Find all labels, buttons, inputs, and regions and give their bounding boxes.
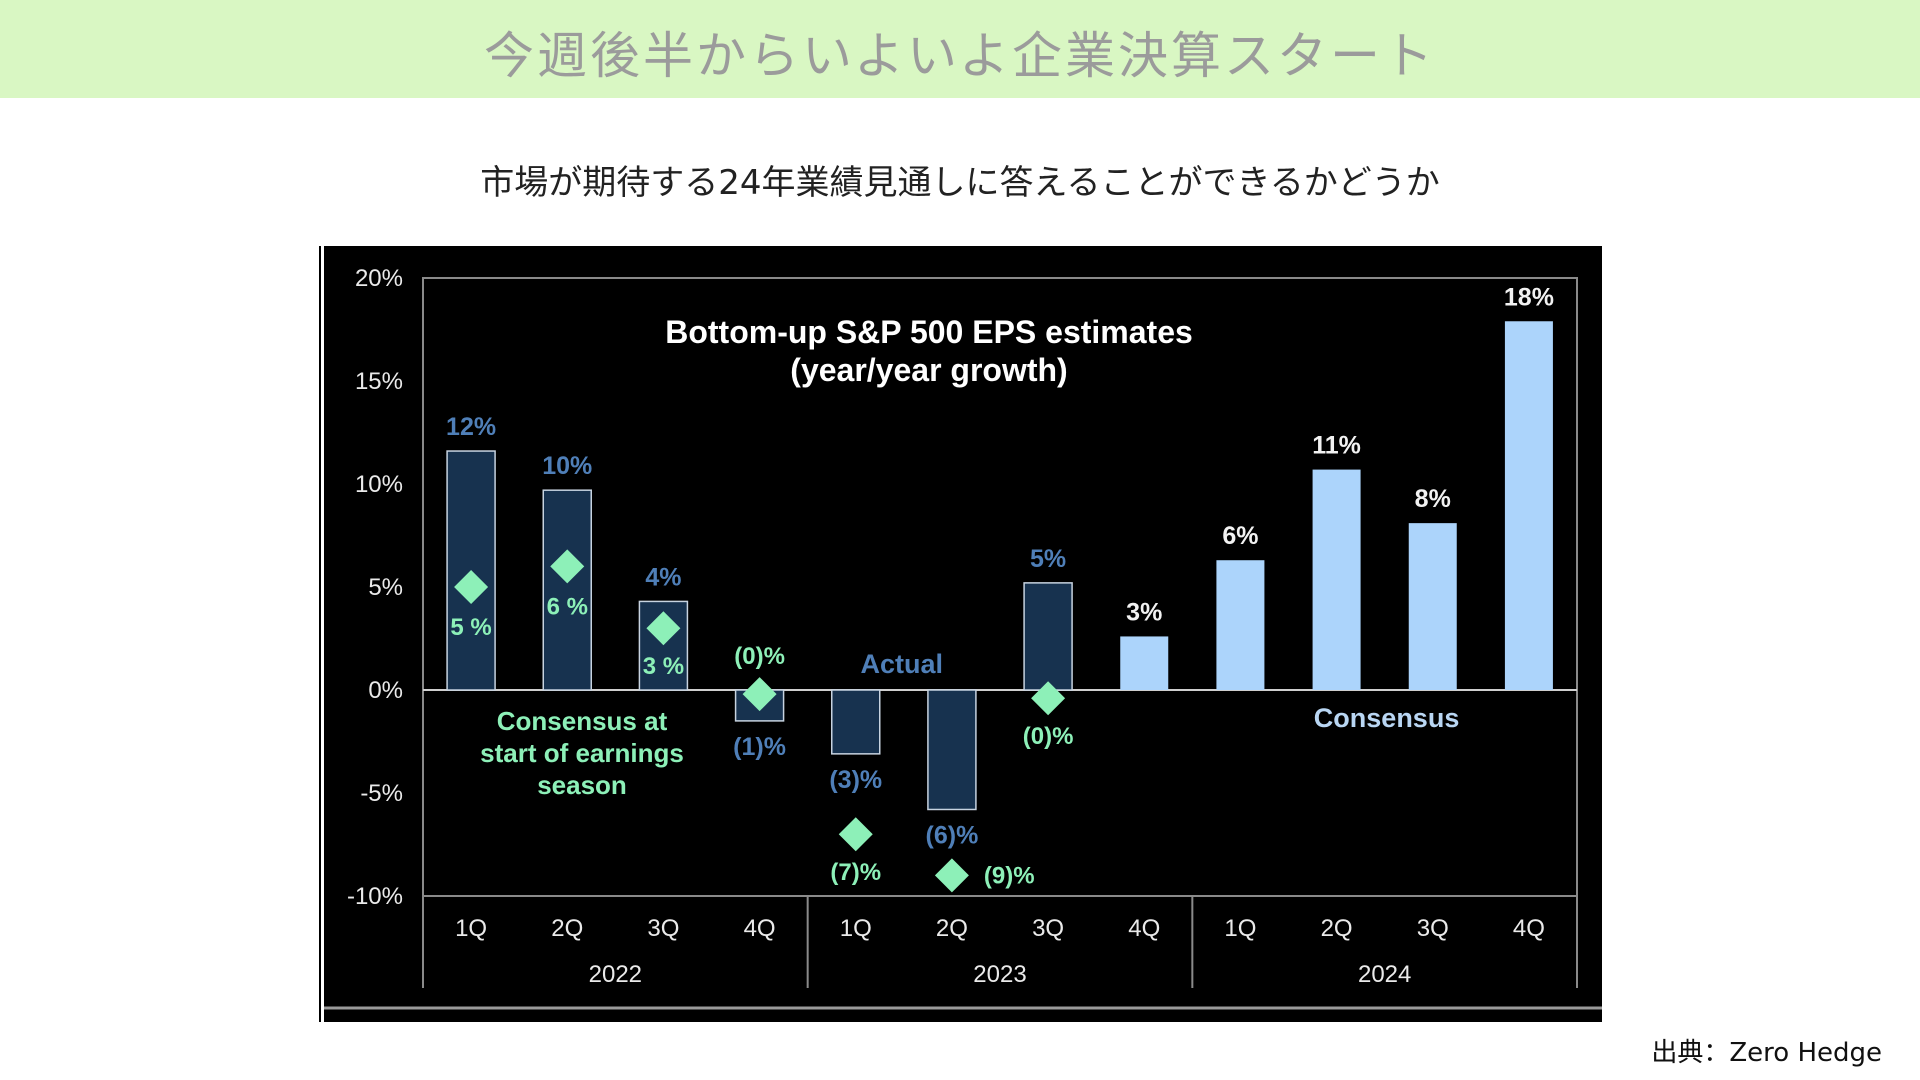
- x-tick-label: 2Q: [1321, 915, 1353, 942]
- consensus-start-marker: [646, 611, 681, 646]
- consensus-bar: [1216, 560, 1265, 690]
- consensus-annotation: Consensus: [1314, 703, 1460, 733]
- header-banner: 今週後半からいよいよ企業決算スタート: [0, 0, 1920, 98]
- year-label: 2024: [1358, 961, 1411, 988]
- chart-frame: 20% 15% 10% 5% 0% -5% -10% Bottom-up S&P 500 EP…: [321, 246, 1602, 1022]
- consensus-bar: [1312, 469, 1361, 690]
- x-tick-label: 3Q: [1417, 915, 1449, 942]
- x-tick-label: 1Q: [1224, 915, 1256, 942]
- actual-value-label: 5%: [1030, 545, 1066, 573]
- actual-value-label: (1)%: [733, 733, 786, 761]
- actual-bar: [927, 689, 977, 811]
- consensus-start-label: (9)%: [984, 862, 1035, 889]
- consensus-start-annotation: season: [537, 770, 627, 800]
- chart-subtitle: (year/year growth): [790, 352, 1067, 388]
- x-tick-label: 3Q: [1032, 915, 1064, 942]
- y-tick-label: -5%: [360, 780, 403, 807]
- consensus-value-label: 18%: [1504, 283, 1554, 311]
- consensus-value-label: 6%: [1222, 522, 1258, 550]
- y-tick-label: -10%: [347, 883, 403, 910]
- x-tick-label: 4Q: [1513, 915, 1545, 942]
- consensus-bar: [1504, 321, 1553, 690]
- y-tick-label: 20%: [355, 265, 403, 292]
- y-tick-label: 0%: [368, 677, 403, 704]
- x-tick-label: 4Q: [744, 915, 776, 942]
- plot-frame: [422, 277, 1578, 897]
- y-tick-label: 10%: [355, 471, 403, 498]
- x-tick-label: 2Q: [936, 915, 968, 942]
- page-subtitle: 市場が期待する24年業績見通しに答えることができるかどうか: [480, 163, 1440, 203]
- consensus-start-label: (0)%: [1023, 723, 1074, 750]
- actual-value-label: (6)%: [926, 821, 979, 849]
- x-tick-label: 1Q: [840, 915, 872, 942]
- y-tick-label: 5%: [368, 574, 403, 601]
- banner-title: 今週後半からいよいよ企業決算スタート: [484, 27, 1436, 85]
- consensus-start-marker: [454, 570, 489, 604]
- consensus-start-label: 5 %: [450, 614, 491, 641]
- eps-growth-chart: 20% 15% 10% 5% 0% -5% -10% Bottom-up S&P 500 EP…: [324, 265, 1602, 1010]
- year-label: 2023: [973, 961, 1026, 988]
- x-tick-label: 4Q: [1128, 915, 1160, 942]
- actual-value-label: 10%: [542, 452, 592, 480]
- consensus-start-marker: [838, 817, 873, 852]
- y-tick-label: 15%: [355, 368, 403, 395]
- consensus-bar: [1120, 636, 1169, 690]
- consensus-value-label: 3%: [1126, 598, 1162, 626]
- chart-title: Bottom-up S&P 500 EPS estimates: [665, 314, 1193, 350]
- actual-bar: [1023, 582, 1073, 691]
- consensus-start-annotation: Consensus at: [497, 706, 668, 736]
- x-tick-label: 2Q: [551, 915, 583, 942]
- actual-value-label: 12%: [446, 413, 496, 441]
- actual-bar: [542, 489, 592, 691]
- consensus-value-label: 8%: [1415, 485, 1451, 513]
- actual-bar: [831, 689, 881, 755]
- source-credit: 出典：Zero Hedge: [1651, 1038, 1882, 1068]
- year-label: 2022: [589, 961, 642, 988]
- consensus-start-label: (7)%: [830, 859, 881, 886]
- consensus-start-marker: [742, 677, 777, 712]
- actual-annotation: Actual: [860, 649, 943, 679]
- consensus-start-label: 6 %: [547, 593, 588, 620]
- consensus-start-marker: [934, 858, 969, 893]
- consensus-start-annotation: start of earnings: [480, 738, 684, 768]
- consensus-start-marker: [550, 549, 585, 584]
- consensus-start-label: 3 %: [643, 653, 684, 680]
- consensus-bar: [1408, 523, 1457, 690]
- consensus-start-marker: [1031, 681, 1066, 716]
- consensus-value-label: 11%: [1312, 432, 1361, 460]
- x-tick-label: 3Q: [647, 915, 679, 942]
- x-tick-label: 1Q: [455, 915, 487, 942]
- actual-value-label: (3)%: [829, 766, 882, 794]
- consensus-start-label: (0)%: [734, 643, 785, 670]
- actual-value-label: 4%: [645, 563, 681, 591]
